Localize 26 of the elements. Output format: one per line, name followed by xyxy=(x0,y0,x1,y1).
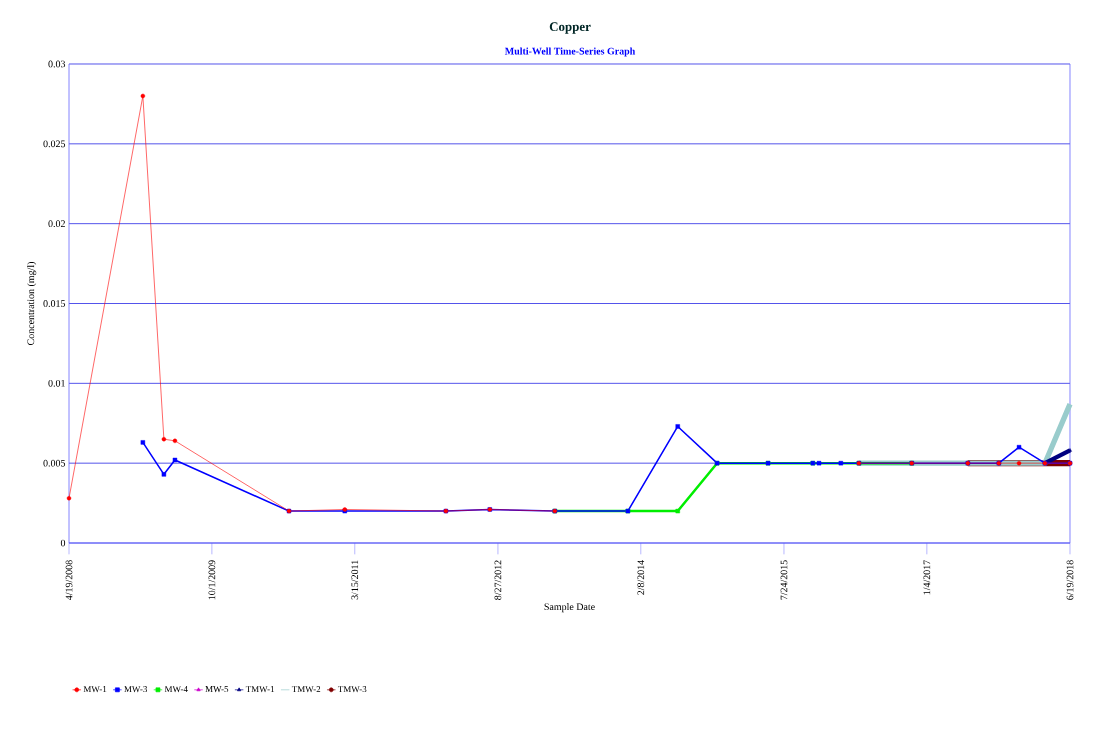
legend-label: MW-1 xyxy=(83,686,107,693)
chart-subtitle: Multi-Well Time-Series Graph xyxy=(504,47,636,57)
y-tick-label: 0.015 xyxy=(43,300,66,307)
legend-label: TMW-2 xyxy=(291,686,321,693)
x-tick-label: 7/24/2015 xyxy=(780,560,788,600)
y-axis-title: Concentration (mg/l) xyxy=(27,262,37,346)
x-axis-title: Sample Date xyxy=(544,603,595,613)
chart-title: Copper xyxy=(549,22,591,34)
y-tick-label: 0.03 xyxy=(48,60,66,68)
x-tick-label: 8/27/2012 xyxy=(494,560,502,600)
legend-label: MW-4 xyxy=(164,686,188,693)
x-tick-label: 10/1/2009 xyxy=(208,560,216,600)
y-tick-label: 0.005 xyxy=(43,459,66,467)
x-tick-label: 4/19/2008 xyxy=(65,560,73,601)
legend-label: TMW-1 xyxy=(245,686,275,693)
y-tick-label: 0.025 xyxy=(43,140,66,148)
legend-label: MW-5 xyxy=(205,686,229,693)
x-tick-label: 6/19/2018 xyxy=(1066,560,1074,600)
x-tick-label: 1/4/2017 xyxy=(923,560,931,595)
y-tick-label: 0.01 xyxy=(48,379,65,387)
legend-label: MW-3 xyxy=(124,686,148,693)
legend-label: TMW-3 xyxy=(337,686,367,693)
y-tick-label: 0 xyxy=(60,539,66,547)
y-tick-label: 0.02 xyxy=(48,220,65,228)
x-tick-label: 3/15/2011 xyxy=(351,560,359,600)
x-tick-label: 2/8/2014 xyxy=(637,560,645,595)
